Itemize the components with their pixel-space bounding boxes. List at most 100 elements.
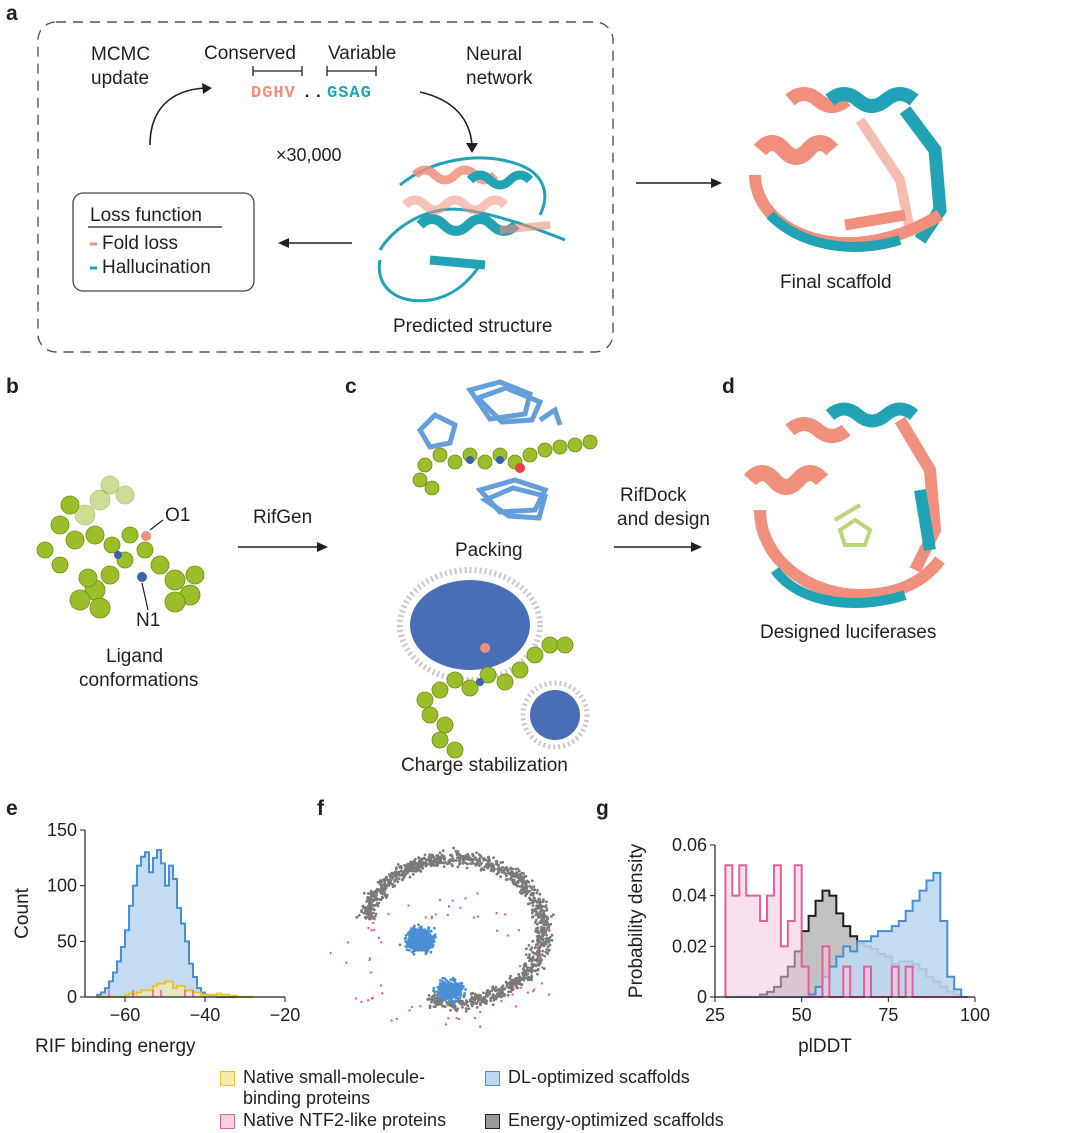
- dl-point: [455, 996, 459, 1000]
- energy-point: [496, 993, 500, 997]
- ntf2-point: [444, 1023, 448, 1026]
- energy-point: [460, 855, 464, 859]
- energy-point: [404, 873, 408, 876]
- energy-point: [537, 931, 541, 935]
- energy-point: [501, 860, 505, 864]
- energy-point: [475, 994, 479, 997]
- energy-point: [547, 940, 551, 944]
- energy-point: [517, 972, 521, 976]
- dl-point: [412, 930, 416, 934]
- energy-point: [489, 999, 492, 1002]
- energy-point: [527, 944, 531, 947]
- energy-point: [409, 860, 413, 864]
- sequence-dots: ..: [302, 84, 325, 103]
- energy-point: [368, 896, 371, 900]
- dl-point: [422, 937, 425, 941]
- panel-e-letter: e: [6, 797, 18, 820]
- energy-point: [438, 851, 442, 855]
- dl-point: [456, 988, 459, 992]
- energy-point: [456, 865, 460, 869]
- energy-point: [441, 849, 445, 853]
- energy-point: [413, 859, 416, 863]
- ntf2-point: [372, 915, 375, 919]
- ntf2-point: [367, 999, 370, 1002]
- energy-point: [506, 871, 510, 875]
- dl-point: [447, 996, 451, 1000]
- energy-point: [521, 976, 525, 979]
- dl-point: [441, 994, 445, 998]
- o1-atom: [141, 531, 151, 541]
- energy-point: [543, 954, 547, 958]
- energy-point: [408, 869, 411, 872]
- energy-point: [376, 897, 380, 901]
- energy-point: [526, 956, 530, 959]
- energy-point: [542, 909, 546, 913]
- energy-point: [511, 875, 514, 878]
- charge-stabilization-label: Charge stabilization: [401, 755, 568, 776]
- energy-point: [490, 989, 494, 993]
- energy-point: [545, 916, 549, 919]
- energy-point: [509, 866, 512, 870]
- energy-point: [535, 904, 539, 908]
- energy-point: [496, 867, 500, 871]
- dl-point: [446, 983, 449, 987]
- energy-point: [545, 933, 548, 937]
- energy-point: [514, 979, 518, 983]
- energy-point: [478, 857, 481, 860]
- energy-point: [369, 916, 373, 920]
- energy-point: [370, 890, 373, 893]
- energy-point: [538, 921, 541, 924]
- final-scaffold-ribbon: [749, 87, 947, 252]
- ntf2-point: [380, 941, 383, 944]
- energy-point: [433, 996, 437, 1000]
- energy-point: [456, 1007, 460, 1011]
- energy-point: [524, 976, 528, 980]
- variable-label: Variable: [328, 43, 397, 64]
- y-tick-label: 0.04: [672, 886, 707, 906]
- energy-point: [522, 879, 525, 883]
- energy-point: [461, 859, 465, 862]
- energy-point: [372, 911, 375, 915]
- dl-point: [440, 985, 444, 989]
- n1-label: N1: [136, 610, 161, 631]
- dl-point: [427, 932, 431, 936]
- energy-point: [458, 859, 461, 863]
- energy-point: [368, 901, 372, 905]
- energy-point: [519, 983, 522, 986]
- iterations-label: ×30,000: [276, 145, 342, 165]
- ntf2-point: [519, 986, 522, 989]
- energy-point: [505, 984, 509, 988]
- panel-g-letter: g: [596, 797, 609, 820]
- loss-function-title: Loss function: [90, 205, 202, 226]
- energy-point: [474, 863, 478, 867]
- energy-point: [506, 993, 510, 997]
- y-axis-label: Count: [12, 887, 33, 938]
- energy-point: [463, 856, 467, 860]
- energy-point: [526, 902, 530, 906]
- x-axis-label: plDDT: [798, 1036, 852, 1057]
- energy-point: [475, 1006, 479, 1009]
- energy-point: [383, 893, 387, 897]
- neural-network-label-line2: network: [466, 68, 533, 89]
- energy-point: [538, 904, 542, 908]
- ntf2-point: [472, 916, 476, 919]
- energy-point: [545, 907, 549, 910]
- energy-point: [531, 891, 534, 895]
- dl-point: [459, 993, 463, 997]
- energy-point: [518, 877, 522, 881]
- energy-point: [398, 874, 401, 877]
- energy-point: [384, 886, 388, 890]
- energy-point: [534, 909, 538, 912]
- x-tick-label: −20: [270, 1005, 300, 1025]
- energy-point: [482, 991, 485, 995]
- energy-point: [536, 949, 540, 953]
- energy-point: [520, 885, 524, 889]
- energy-point: [365, 912, 369, 915]
- dl-point: [408, 929, 412, 933]
- energy-point: [512, 872, 515, 876]
- energy-point: [454, 1008, 457, 1012]
- ntf2-point: [407, 904, 410, 907]
- ligand-conformations: [36, 475, 205, 619]
- dl-point: [426, 947, 430, 951]
- ntf2-point: [473, 1016, 477, 1020]
